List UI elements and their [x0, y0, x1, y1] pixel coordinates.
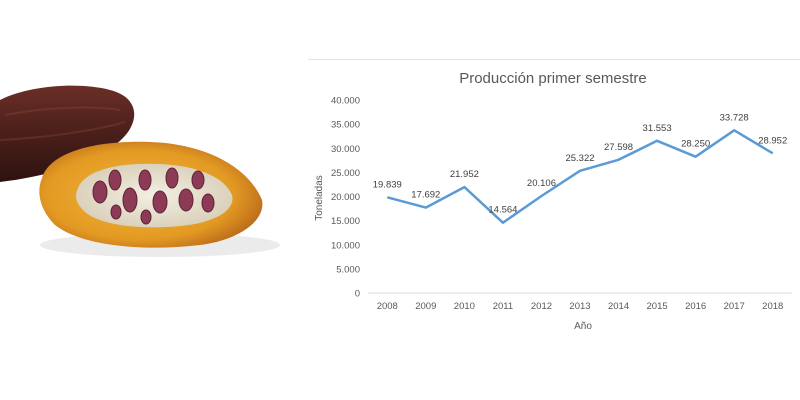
y-axis-label: Toneladas — [314, 175, 325, 221]
data-label: 17.692 — [411, 190, 440, 201]
cacao-pod-image — [0, 60, 300, 280]
x-tick-label: 2008 — [377, 301, 398, 312]
x-tick-label: 2016 — [685, 301, 706, 312]
data-label: 28.952 — [758, 135, 787, 146]
x-tick-label: 2013 — [569, 301, 590, 312]
data-label: 28.250 — [681, 139, 710, 150]
x-axis-ticks: 2008 2009 2010 2011 2012 2013 2014 2015 2016 2017… — [377, 301, 784, 312]
y-tick-label: 15.000 — [331, 216, 360, 227]
y-tick-label: 25.000 — [331, 168, 360, 179]
production-chart: Producción primer semestre 0 5.000 10.000 1… — [300, 55, 800, 345]
series-line — [386, 129, 774, 224]
x-tick-label: 2017 — [724, 301, 745, 312]
data-label: 21.952 — [450, 169, 479, 180]
data-label: 27.598 — [604, 142, 633, 153]
x-tick-label: 2011 — [493, 301, 513, 312]
x-tick-label: 2010 — [454, 301, 475, 312]
x-tick-label: 2009 — [415, 301, 436, 312]
x-tick-label: 2018 — [762, 301, 783, 312]
x-axis-label: Año — [574, 321, 592, 332]
x-tick-label: 2015 — [647, 301, 668, 312]
y-tick-label: 30.000 — [331, 144, 360, 155]
x-tick-label: 2012 — [531, 301, 552, 312]
data-label: 19.839 — [373, 179, 402, 190]
data-label: 25.322 — [565, 153, 594, 164]
data-labels: 19.839 17.692 21.952 14.564 20.106 25.322 27.5… — [373, 112, 788, 215]
data-label: 20.106 — [527, 178, 556, 189]
chart-top-border — [308, 59, 800, 60]
x-tick-label: 2014 — [608, 301, 629, 312]
y-tick-label: 40.000 — [331, 96, 360, 107]
y-tick-label: 20.000 — [331, 192, 360, 203]
y-axis-ticks: 0 5.000 10.000 15.000 20.000 25.000 30.000 35.0… — [331, 96, 360, 300]
data-label: 14.564 — [488, 205, 517, 216]
data-label: 31.553 — [643, 123, 672, 134]
y-tick-label: 0 — [355, 289, 360, 300]
y-tick-label: 5.000 — [336, 264, 360, 275]
data-label: 33.728 — [720, 112, 749, 123]
y-tick-label: 35.000 — [331, 120, 360, 131]
chart-title: Producción primer semestre — [459, 70, 647, 87]
y-tick-label: 10.000 — [331, 240, 360, 251]
